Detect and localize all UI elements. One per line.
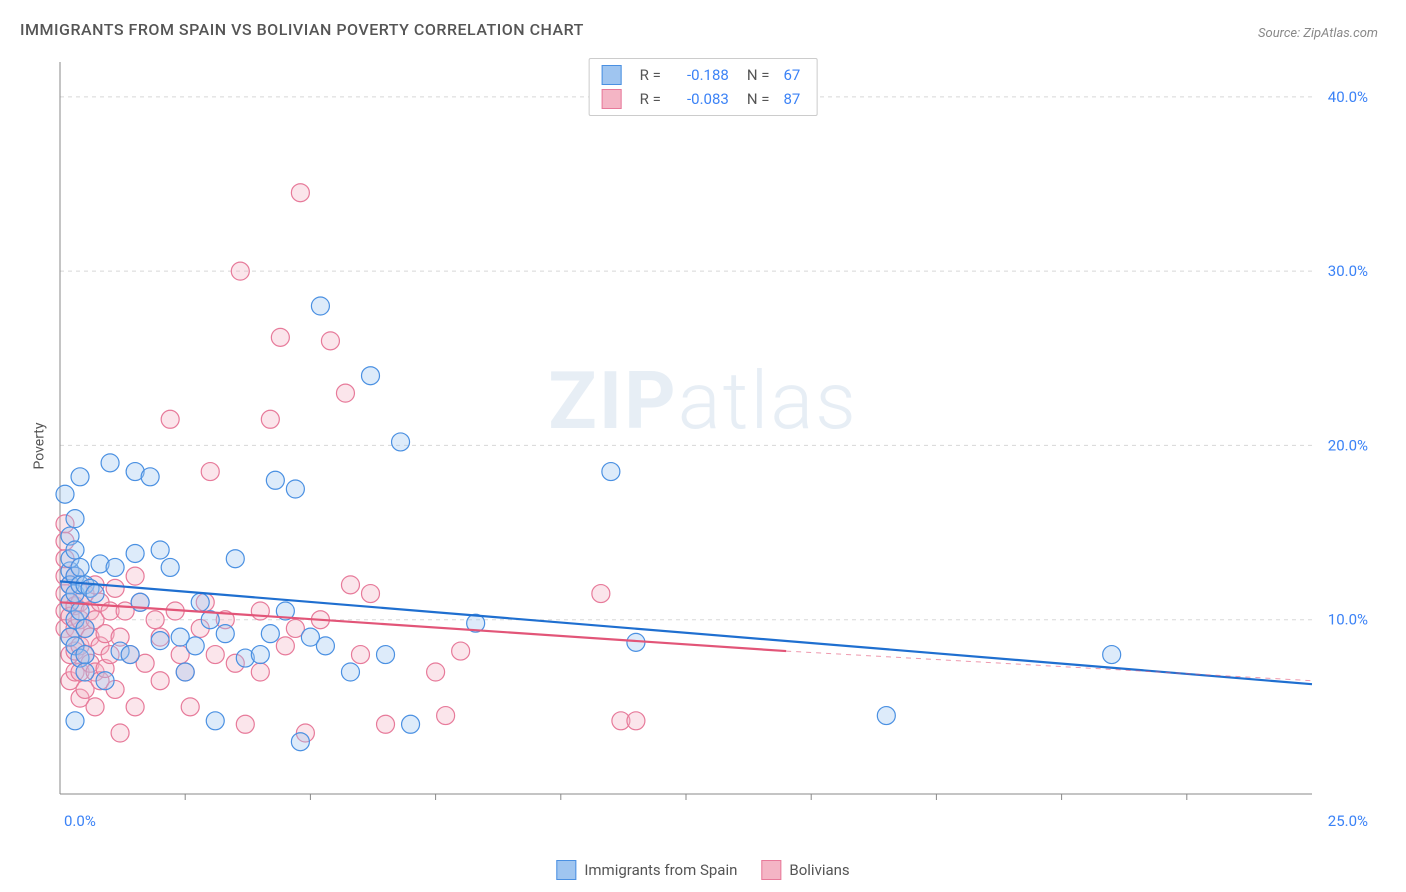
swatch-spain-bottom [556, 860, 576, 880]
swatch-bolivians-bottom [761, 860, 781, 880]
legend-item-spain: Immigrants from Spain [556, 860, 737, 880]
legend-bottom: Immigrants from Spain Bolivians [556, 860, 849, 880]
svg-text:0.0%: 0.0% [64, 812, 96, 830]
svg-text:40.0%: 40.0% [1328, 88, 1368, 106]
svg-text:10.0%: 10.0% [1328, 611, 1368, 629]
r-value-spain: -0.188 [675, 66, 729, 84]
svg-text:25.0%: 25.0% [1328, 812, 1368, 830]
source-label: Source: ZipAtlas.com [1258, 26, 1378, 41]
stats-row-bolivians: R = -0.083 N = 87 [602, 89, 801, 109]
n-value-bolivians: 87 [783, 90, 800, 108]
scatter-chart-svg: 10.0% 20.0% 30.0% 40.0% 0.0% 25.0% [52, 54, 1372, 832]
legend-label-spain: Immigrants from Spain [584, 861, 737, 879]
svg-text:30.0%: 30.0% [1328, 262, 1368, 280]
chart-area: 10.0% 20.0% 30.0% 40.0% 0.0% 25.0% [52, 54, 1372, 832]
svg-text:20.0%: 20.0% [1328, 436, 1368, 454]
chart-title: IMMIGRANTS FROM SPAIN VS BOLIVIAN POVERT… [20, 20, 584, 39]
n-value-spain: 67 [783, 66, 800, 84]
correlation-stats-box: R = -0.188 N = 67 R = -0.083 N = 87 [589, 58, 818, 116]
legend-item-bolivians: Bolivians [761, 860, 849, 880]
swatch-bolivians [602, 89, 622, 109]
y-axis-label: Poverty [32, 422, 48, 469]
swatch-spain [602, 65, 622, 85]
r-value-bolivians: -0.083 [675, 90, 729, 108]
stats-row-spain: R = -0.188 N = 67 [602, 65, 801, 85]
legend-label-bolivians: Bolivians [789, 861, 849, 879]
